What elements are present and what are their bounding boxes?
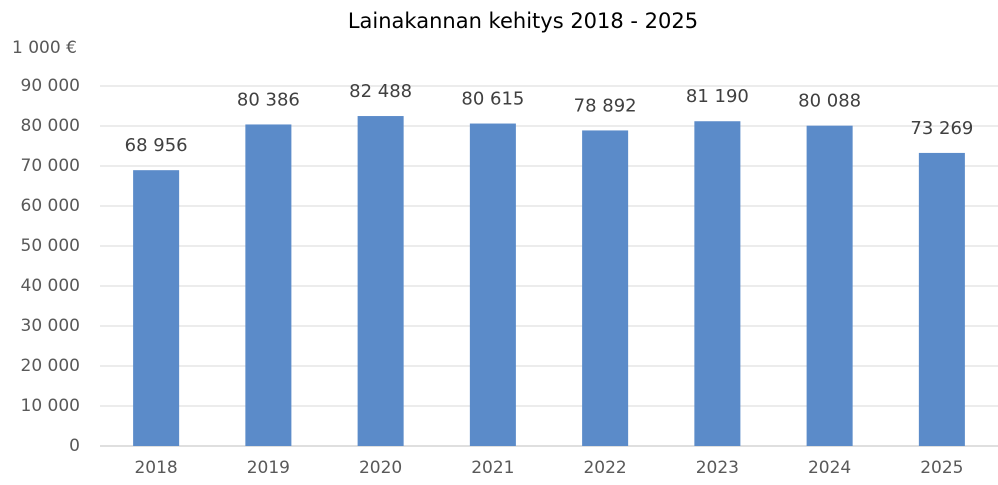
y-tick-label: 30 000 [21, 316, 80, 336]
y-tick-label: 20 000 [21, 356, 80, 376]
data-label: 78 892 [574, 95, 637, 116]
bar [357, 116, 404, 446]
x-tick-label: 2024 [808, 458, 851, 478]
x-tick-label: 2025 [920, 458, 963, 478]
bar [469, 123, 516, 446]
data-label: 81 190 [686, 86, 749, 107]
bar [694, 121, 741, 447]
chart-title: Lainakannan kehitys 2018 - 2025 [348, 9, 698, 33]
bar [582, 130, 629, 446]
x-tick-label: 2023 [696, 458, 739, 478]
y-tick-label: 0 [69, 436, 80, 456]
y-axis-unit: 1 000 € [12, 38, 77, 58]
bar [133, 170, 180, 446]
y-tick-label: 60 000 [21, 196, 80, 216]
data-label: 73 269 [910, 118, 973, 139]
x-tick-label: 2018 [134, 458, 177, 478]
data-label: 80 615 [461, 89, 524, 110]
bar [245, 124, 292, 447]
y-tick-label: 10 000 [21, 396, 80, 416]
y-tick-label: 70 000 [21, 156, 80, 176]
data-label: 82 488 [349, 81, 412, 102]
y-tick-label: 90 000 [21, 76, 80, 96]
x-tick-label: 2021 [471, 458, 514, 478]
y-tick-label: 50 000 [21, 236, 80, 256]
data-label: 80 386 [237, 89, 300, 110]
data-label: 68 956 [125, 135, 188, 156]
x-tick-label: 2022 [583, 458, 626, 478]
data-label: 80 088 [798, 91, 861, 112]
x-tick-label: 2019 [247, 458, 290, 478]
bar [806, 125, 853, 446]
y-tick-label: 40 000 [21, 276, 80, 296]
x-tick-label: 2020 [359, 458, 402, 478]
y-tick-label: 80 000 [21, 116, 80, 136]
bar [918, 152, 965, 446]
